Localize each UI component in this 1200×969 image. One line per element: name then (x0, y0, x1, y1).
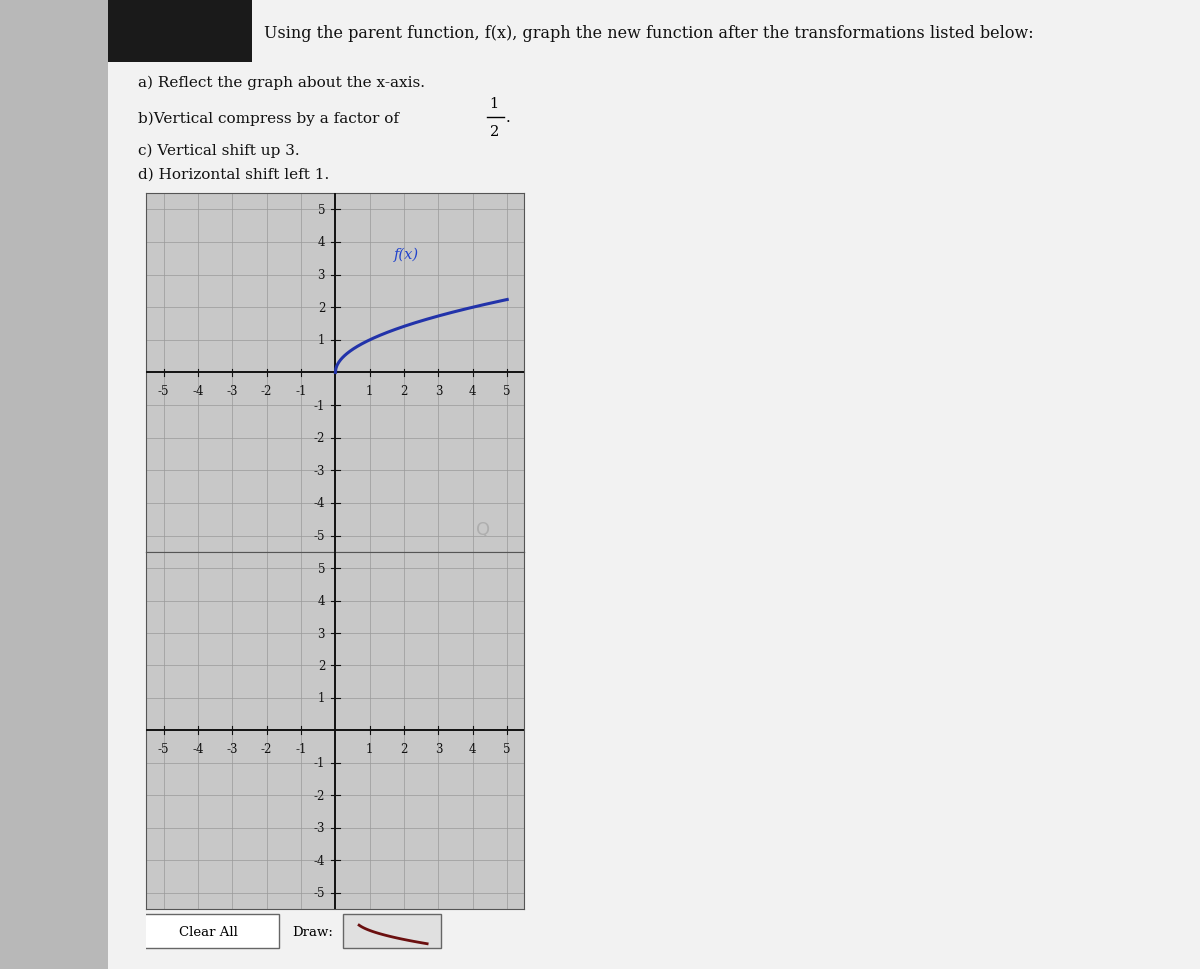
Text: Draw:: Draw: (292, 924, 332, 938)
Text: -2: -2 (313, 789, 325, 802)
Text: -5: -5 (158, 742, 169, 755)
Text: -1: -1 (295, 385, 307, 397)
Text: f(x): f(x) (394, 248, 419, 262)
Text: 4: 4 (318, 236, 325, 249)
Text: -1: -1 (313, 757, 325, 769)
Text: Clear All: Clear All (179, 924, 239, 938)
Text: .: . (505, 111, 510, 125)
Text: b)Vertical compress by a factor of: b)Vertical compress by a factor of (138, 111, 404, 125)
Text: 4: 4 (318, 594, 325, 608)
Text: -2: -2 (260, 385, 272, 397)
Text: 5: 5 (318, 203, 325, 217)
Text: 4: 4 (469, 742, 476, 755)
Text: 1: 1 (318, 692, 325, 704)
Text: 1: 1 (366, 385, 373, 397)
Text: -3: -3 (313, 822, 325, 834)
Text: 5: 5 (318, 562, 325, 575)
Text: -3: -3 (313, 464, 325, 478)
Text: -3: -3 (227, 385, 238, 397)
Text: -5: -5 (313, 529, 325, 543)
Text: 3: 3 (318, 268, 325, 282)
Text: c) Vertical shift up 3.: c) Vertical shift up 3. (138, 143, 300, 157)
Text: Q: Q (476, 520, 491, 539)
Text: 5: 5 (504, 385, 511, 397)
FancyBboxPatch shape (108, 0, 1200, 969)
Text: -4: -4 (313, 497, 325, 510)
Text: -4: -4 (192, 385, 204, 397)
Text: 2: 2 (318, 301, 325, 314)
Text: 1: 1 (318, 334, 325, 347)
Text: 3: 3 (318, 627, 325, 640)
Text: 5: 5 (504, 742, 511, 755)
FancyBboxPatch shape (108, 0, 252, 63)
Text: 2: 2 (401, 742, 408, 755)
Text: -1: -1 (295, 742, 307, 755)
Text: -2: -2 (313, 432, 325, 445)
Text: 4: 4 (469, 385, 476, 397)
Text: -5: -5 (313, 887, 325, 899)
Text: Using the parent function, f(x), graph the new function after the transformation: Using the parent function, f(x), graph t… (264, 25, 1033, 43)
Text: d) Horizontal shift left 1.: d) Horizontal shift left 1. (138, 168, 329, 181)
Text: 3: 3 (434, 385, 443, 397)
FancyBboxPatch shape (343, 914, 442, 949)
Text: 2: 2 (401, 385, 408, 397)
Text: 2: 2 (490, 125, 499, 139)
Text: -1: -1 (313, 399, 325, 412)
Text: 1: 1 (490, 97, 499, 110)
Text: a) Reflect the graph about the x-axis.: a) Reflect the graph about the x-axis. (138, 76, 425, 89)
Text: -4: -4 (313, 854, 325, 867)
FancyBboxPatch shape (139, 914, 278, 949)
Text: -4: -4 (192, 742, 204, 755)
Text: 2: 2 (318, 659, 325, 672)
Text: -5: -5 (158, 385, 169, 397)
Text: -2: -2 (260, 742, 272, 755)
Text: 1: 1 (366, 742, 373, 755)
Text: 3: 3 (434, 742, 443, 755)
Text: -3: -3 (227, 742, 238, 755)
